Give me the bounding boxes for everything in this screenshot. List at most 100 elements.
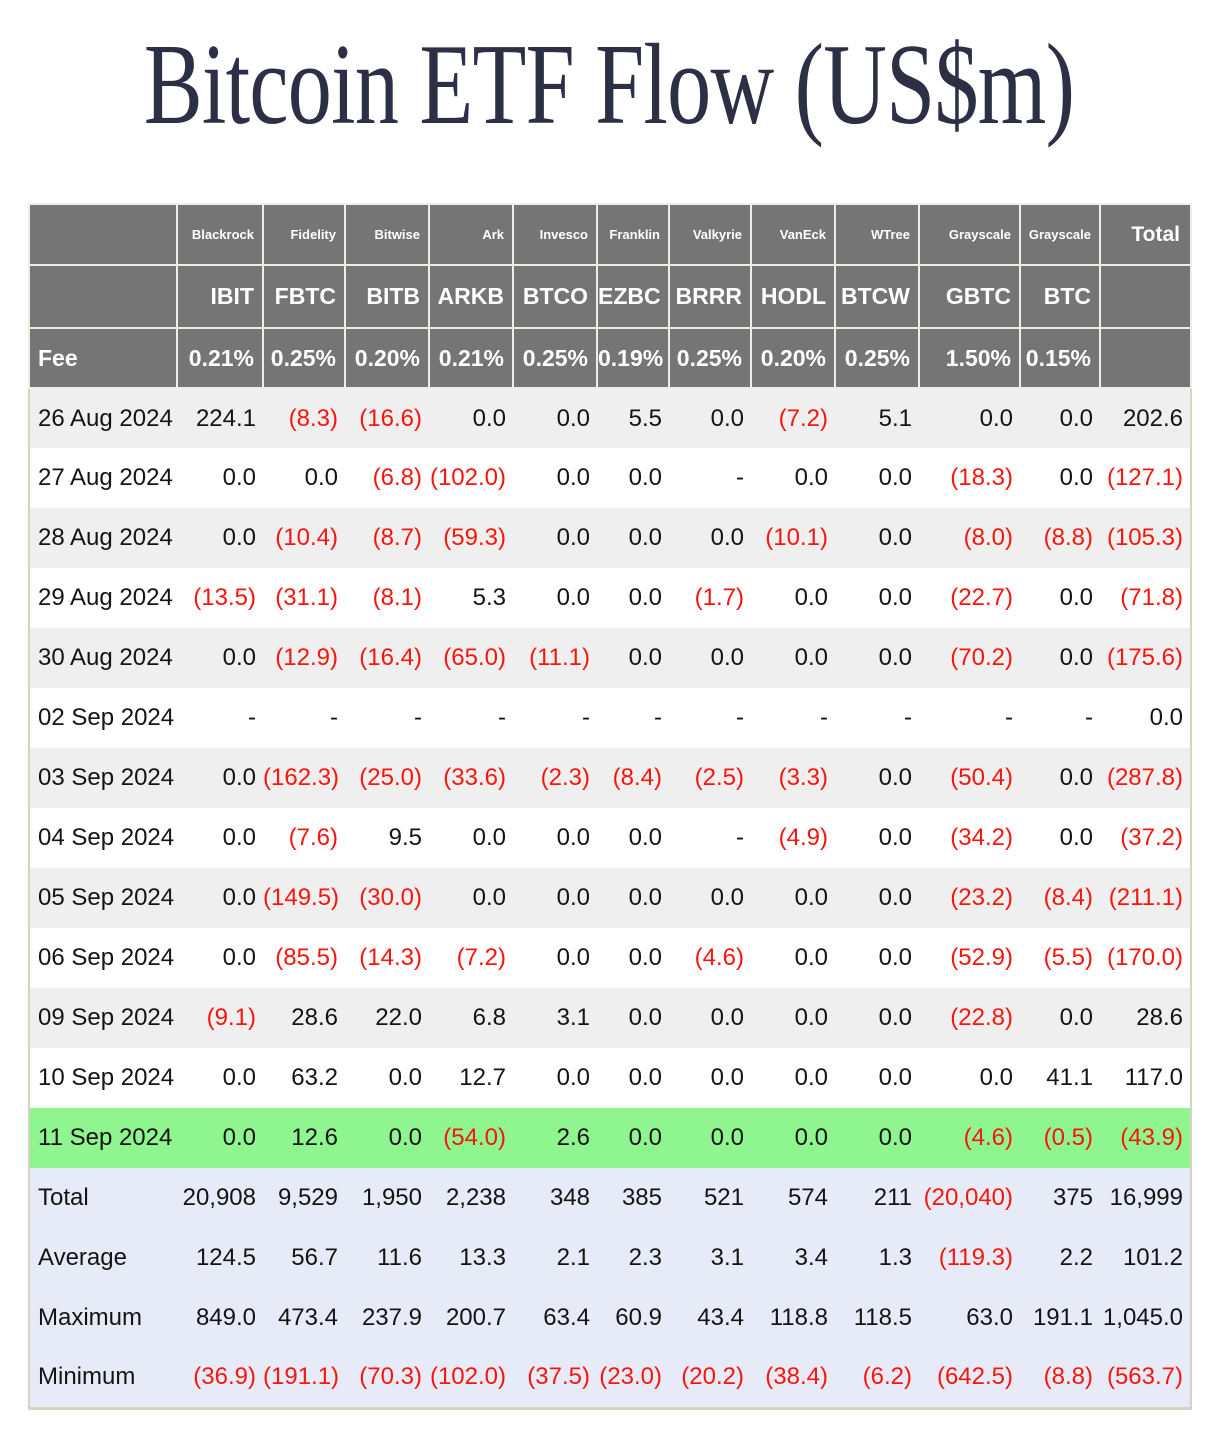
value-cell: 202.6 (1100, 388, 1191, 448)
summary-value-cell: (38.4) (751, 1348, 835, 1408)
table-row: 30 Aug 2024 0.0 (12.9) (16.4) (65.0) (11.1) 0.… (29, 628, 1191, 688)
value-cell: 0.0 (1020, 628, 1100, 688)
value-cell: 0.0 (177, 448, 263, 508)
fee-header-cell: 0.21% (428, 327, 514, 389)
summary-value-cell: (563.7) (1100, 1348, 1191, 1408)
summary-value-cell: (6.2) (835, 1348, 919, 1408)
value-cell: 0.0 (1020, 748, 1100, 808)
fee-header-cell: 0.20% (344, 327, 430, 389)
value-cell: (30.0) (345, 868, 429, 928)
date-cell: 28 Aug 2024 (29, 508, 177, 568)
issuer-header-cell: Fidelity (262, 203, 346, 266)
date-cell: 06 Sep 2024 (29, 928, 177, 988)
value-cell: 0.0 (835, 928, 919, 988)
value-cell: (8.4) (1020, 868, 1100, 928)
date-cell: 10 Sep 2024 (29, 1048, 177, 1108)
value-cell: 0.0 (1020, 988, 1100, 1048)
value-cell: - (751, 688, 835, 748)
issuer-header-cell: VanEck (750, 203, 836, 266)
value-cell: (105.3) (1100, 508, 1191, 568)
header-row-tickers: IBIT FBTC BITB ARKB BTCO EZBC BRRR HODL BTCW GBTC… (28, 264, 1192, 329)
value-cell: 0.0 (177, 508, 263, 568)
value-cell: 0.0 (597, 628, 669, 688)
value-cell: 0.0 (597, 928, 669, 988)
fee-row-label: Fee (28, 327, 178, 389)
value-cell: 0.0 (751, 448, 835, 508)
fee-header-cell: 0.21% (176, 327, 264, 389)
value-cell: (4.6) (919, 1108, 1020, 1168)
fee-header-cell: 0.20% (750, 327, 836, 389)
date-cell: 26 Aug 2024 (29, 388, 177, 448)
summary-value-cell: (36.9) (177, 1348, 263, 1408)
fee-header-cell: 1.50% (918, 327, 1021, 389)
value-cell: (33.6) (429, 748, 513, 808)
value-cell: (8.8) (1020, 508, 1100, 568)
summary-value-cell: (20,040) (919, 1168, 1020, 1228)
summary-value-cell: 3.4 (751, 1228, 835, 1288)
ticker-header-cell: IBIT (176, 264, 264, 329)
summary-value-cell: 9,529 (263, 1168, 345, 1228)
summary-label-cell: Maximum (29, 1288, 177, 1348)
value-cell: - (835, 688, 919, 748)
value-cell: 0.0 (513, 568, 597, 628)
value-cell: 0.0 (835, 448, 919, 508)
summary-value-cell: 574 (751, 1168, 835, 1228)
value-cell: (85.5) (263, 928, 345, 988)
ticker-header-cell: BRRR (668, 264, 752, 329)
value-cell: 0.0 (751, 1108, 835, 1168)
value-cell: 28.6 (263, 988, 345, 1048)
ticker-header-cell: BITB (344, 264, 430, 329)
value-cell: 0.0 (177, 1108, 263, 1168)
summary-value-cell: (37.5) (513, 1348, 597, 1408)
value-cell: 0.0 (669, 1048, 751, 1108)
value-cell: (65.0) (429, 628, 513, 688)
value-cell: 0.0 (429, 388, 513, 448)
summary-value-cell: 2.3 (597, 1228, 669, 1288)
value-cell: (34.2) (919, 808, 1020, 868)
value-cell: (13.5) (177, 568, 263, 628)
value-cell: 0.0 (177, 628, 263, 688)
ticker-header-cell: BTCW (834, 264, 920, 329)
value-cell: 0.0 (345, 1048, 429, 1108)
value-cell: - (177, 688, 263, 748)
summary-value-cell: 521 (669, 1168, 751, 1228)
date-cell: 05 Sep 2024 (29, 868, 177, 928)
issuer-header-cell: Grayscale (918, 203, 1021, 266)
page-title: Bitcoin ETF Flow (US$m) (143, 21, 1075, 150)
table-row: 04 Sep 2024 0.0 (7.6) 9.5 0.0 0.0 0.0- (4.9) 0.0… (29, 808, 1191, 868)
value-cell: (0.5) (1020, 1108, 1100, 1168)
fee-header-cell: 0.15% (1019, 327, 1101, 389)
summary-value-cell: 1,950 (345, 1168, 429, 1228)
summary-value-cell: 118.5 (835, 1288, 919, 1348)
table-row: 05 Sep 2024 0.0 (149.5) (30.0) 0.0 0.0 0.0 0.0 0… (29, 868, 1191, 928)
value-cell: 0.0 (669, 868, 751, 928)
summary-row: Maximum 849.0 473.4 237.9 200.7 63.4 60.9 43.4 1… (29, 1288, 1191, 1348)
value-cell: 0.0 (1020, 448, 1100, 508)
value-cell: 0.0 (597, 448, 669, 508)
summary-value-cell: 3.1 (669, 1228, 751, 1288)
value-cell: 117.0 (1100, 1048, 1191, 1108)
ticker-header-cell: HODL (750, 264, 836, 329)
value-cell: (71.8) (1100, 568, 1191, 628)
value-cell: 6.8 (429, 988, 513, 1048)
value-cell: (16.4) (345, 628, 429, 688)
value-cell: 0.0 (919, 388, 1020, 448)
table-row: 26 Aug 2024 224.1 (8.3) (16.6) 0.0 0.0 5.5 0.0(… (29, 388, 1191, 448)
value-cell: 3.1 (513, 988, 597, 1048)
issuer-header-cell: Grayscale (1019, 203, 1101, 266)
value-cell: 28.6 (1100, 988, 1191, 1048)
summary-value-cell: 385 (597, 1168, 669, 1228)
value-cell: (52.9) (919, 928, 1020, 988)
value-cell: 0.0 (177, 748, 263, 808)
value-cell: (127.1) (1100, 448, 1191, 508)
value-cell: (102.0) (429, 448, 513, 508)
value-cell: (4.6) (669, 928, 751, 988)
value-cell: 0.0 (835, 628, 919, 688)
total-header-cell: Total (1099, 203, 1192, 266)
table-row: 29 Aug 2024 (13.5) (31.1) (8.1) 5.3 0.0 0.0 (1.… (29, 568, 1191, 628)
value-cell: (11.1) (513, 628, 597, 688)
value-cell: 0.0 (177, 868, 263, 928)
value-cell: - (263, 688, 345, 748)
value-cell: 0.0 (751, 928, 835, 988)
issuer-header-cell: Valkyrie (668, 203, 752, 266)
